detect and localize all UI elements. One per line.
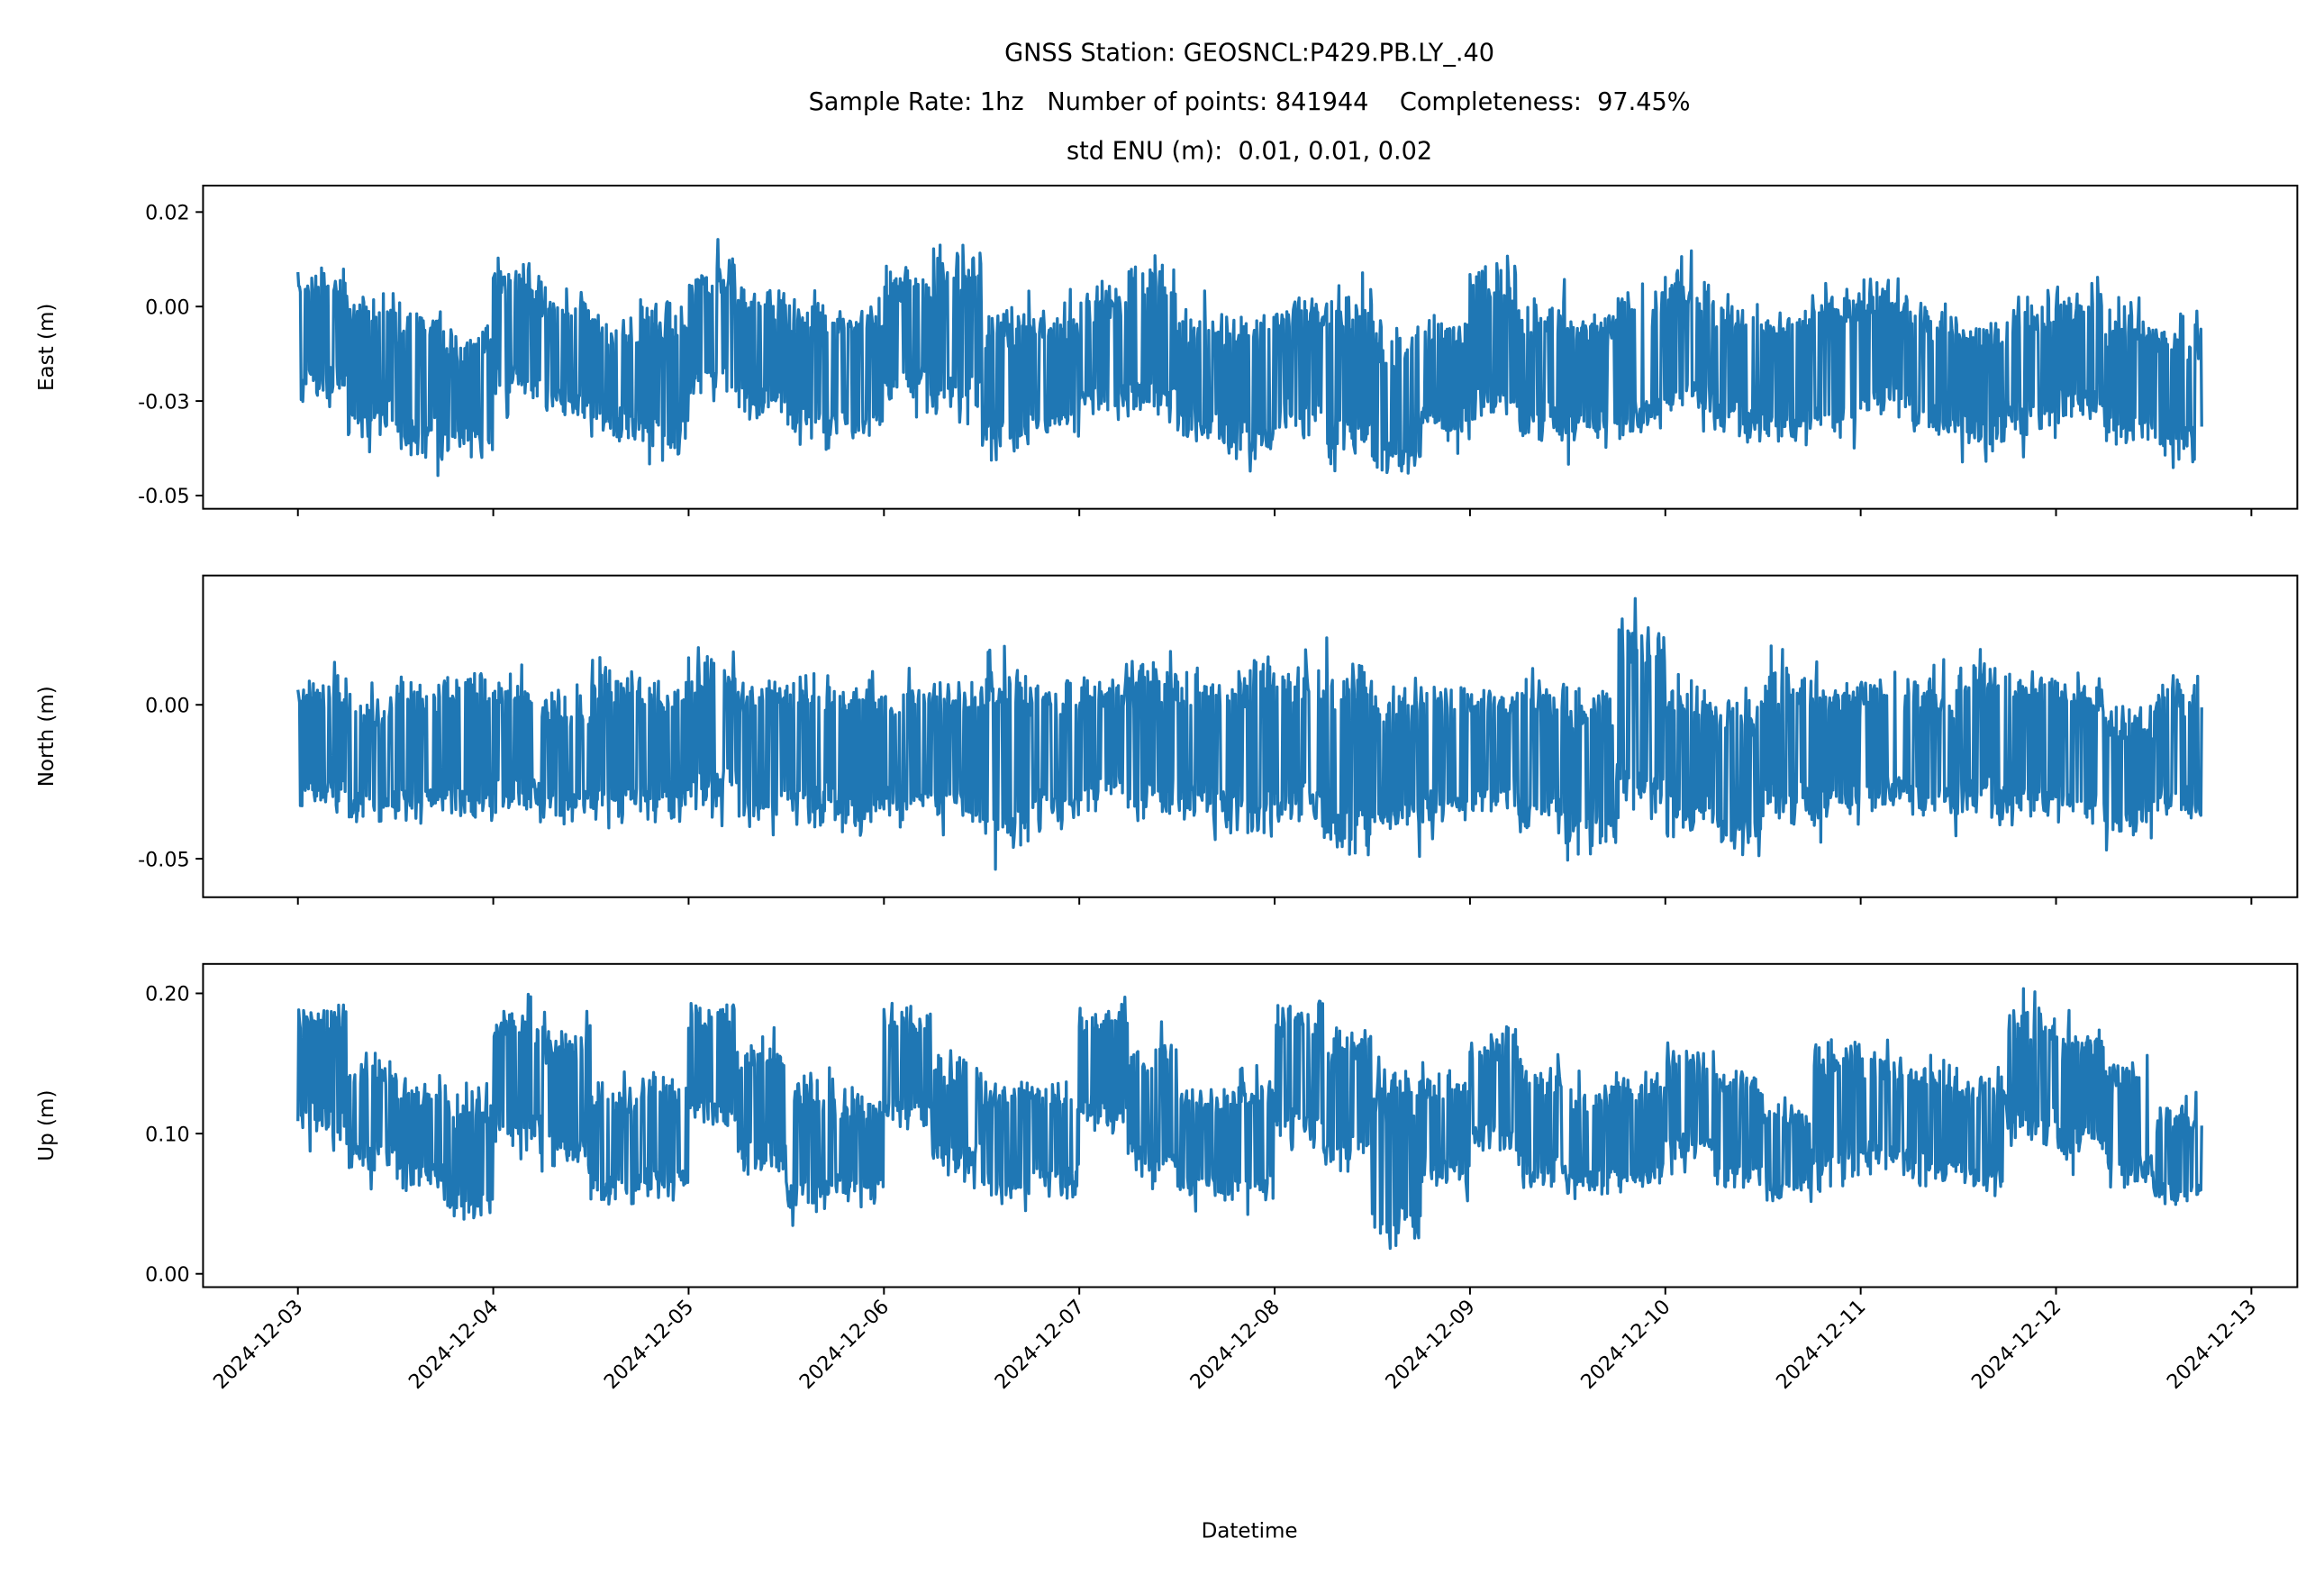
- panel-north: 0.00 -0.05 North (m): [35, 574, 2299, 905]
- chart-title: GNSS Station: GEOSNCL:P429.PB.LY_.40 Sam…: [809, 40, 1691, 166]
- y-tick-label: -0.05: [138, 848, 189, 871]
- axes-frame: [202, 962, 2299, 1288]
- series-line-0: [296, 238, 2203, 478]
- y-tick-label: -0.03: [138, 390, 189, 414]
- y-tick-label: 0.00: [145, 694, 189, 717]
- y-axis-label: North (m): [35, 686, 59, 787]
- y-axis-label: Up (m): [35, 1090, 59, 1161]
- y-tick-label: 0.00: [145, 1263, 189, 1287]
- axes-frame: [202, 184, 2299, 510]
- x-axis-label: Datetime: [1202, 1520, 1298, 1543]
- panel-east: 0.02 0.00 -0.03 -0.05 East (m): [35, 184, 2299, 516]
- series-line-1: [296, 596, 2203, 871]
- y-tick-label: -0.05: [138, 485, 189, 508]
- y-tick-label: 0.20: [145, 983, 189, 1006]
- series-line-2: [296, 987, 2203, 1251]
- y-tick-label: 0.00: [145, 296, 189, 319]
- y-axis-label: East (m): [35, 304, 59, 391]
- y-tick-label: 0.02: [145, 202, 189, 225]
- title-line-1: GNSS Station: GEOSNCL:P429.PB.LY_.40: [1004, 40, 1494, 68]
- axes-frame: [202, 574, 2299, 898]
- y-tick-label: 0.10: [145, 1123, 189, 1146]
- title-line-2: Sample Rate: 1hz Number of points: 84194…: [809, 88, 1691, 116]
- title-line-3: std ENU (m): 0.01, 0.01, 0.02: [1067, 137, 1432, 165]
